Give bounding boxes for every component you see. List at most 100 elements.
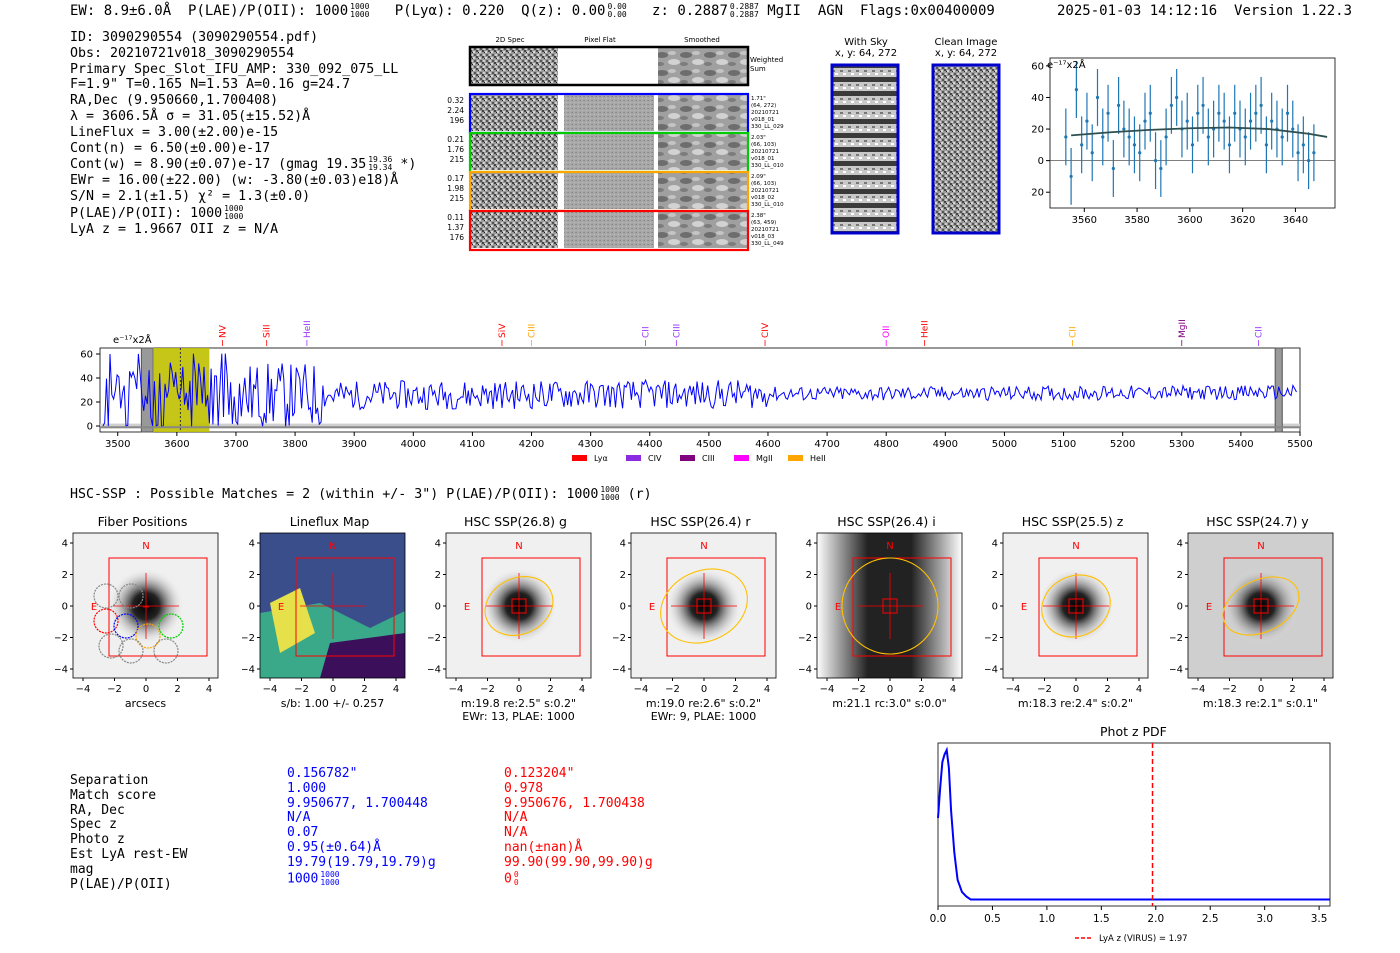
data-point: [1301, 143, 1305, 147]
data-point: [1254, 111, 1258, 115]
fiber-right-label: v018_01: [751, 156, 775, 162]
spectrum-xtick: 3500: [105, 439, 130, 450]
data-point: [1085, 119, 1089, 123]
zoom-ytick: 60: [1031, 61, 1044, 72]
fiber-right-label: 2.09": [751, 174, 766, 180]
data-point: [1280, 135, 1284, 139]
fiber-right-label: (64, 272): [751, 103, 776, 109]
north-label: N: [1072, 541, 1079, 552]
match-label: P(LAE)/P(OII): [70, 876, 172, 892]
panel-ytick: −2: [799, 633, 812, 644]
spectrum-xtick: 4600: [755, 439, 780, 450]
image-panel: N E 4 2 0 −2 −4 −4 −2 0 2 4: [1170, 532, 1334, 695]
panel-xtick: −2: [1222, 684, 1237, 695]
data-point: [1080, 143, 1084, 147]
photz-xtick: 0.5: [984, 913, 1001, 925]
emission-line-label: MgII: [1178, 319, 1188, 338]
fiber-right-label: v018_03: [751, 234, 775, 240]
panel-title: HSC SSP(26.4) i: [837, 514, 936, 529]
spectrum-ytick: 0: [87, 422, 93, 433]
fiber-left-label: 0.17: [447, 174, 464, 183]
info-primary: Primary Spec_Slot_IFU_AMP: 330_092_075_L…: [70, 61, 399, 77]
east-label: E: [1206, 602, 1212, 613]
data-point: [1175, 95, 1179, 100]
east-label: E: [649, 602, 655, 613]
emission-line-label: SiII: [263, 324, 273, 338]
data-point: [1291, 127, 1295, 131]
panel-ytick: −4: [55, 665, 68, 676]
info-obs: Obs: 20210721v018_3090290554: [70, 45, 295, 61]
data-point: [1164, 135, 1168, 139]
spectrum-xtick: 5500: [1287, 439, 1312, 450]
emission-line-label: CII: [1255, 326, 1265, 338]
clean-title: Clean Image x, y: 64, 272: [934, 37, 998, 59]
spectrum-ytick: 60: [80, 350, 93, 361]
legend-swatch: [788, 455, 803, 461]
panel-xtick: 0: [143, 684, 149, 695]
match-value: N/A: [287, 810, 311, 826]
data-point: [1090, 151, 1094, 155]
panel-title: HSC SSP(24.7) y: [1206, 514, 1309, 529]
panel-title: Fiber Positions: [97, 514, 188, 529]
fiber-circle: [98, 633, 124, 659]
north-label: N: [515, 541, 522, 552]
panel-title: Lineflux Map: [289, 514, 370, 529]
panel-xtick: 0: [330, 684, 336, 695]
panel-xtick: 0: [887, 684, 893, 695]
spectrum-ytick: 40: [80, 374, 93, 385]
data-point: [1101, 135, 1105, 139]
image-panel: N E 4 2 0 −2 −4 −4 −2 0 2 4: [799, 532, 963, 695]
legend-swatch: [572, 455, 587, 461]
legend-swatch: [734, 455, 749, 461]
emission-line-label: CII: [642, 326, 652, 338]
emission-line-label: CIII: [528, 324, 538, 338]
fiber-left-label: 0.32: [447, 96, 464, 105]
panel-xtick: 0: [1258, 684, 1264, 695]
panel-ytick: 2: [435, 570, 441, 581]
panel-ytick: 0: [1177, 602, 1183, 613]
flux-trace: [102, 353, 1297, 428]
zoom-xtick: 3560: [1072, 215, 1097, 226]
east-label: E: [464, 602, 470, 613]
fiber-pixelflat: [564, 212, 654, 248]
match-label: Spec z: [70, 817, 117, 833]
spectrum-xtick: 3800: [282, 439, 307, 450]
data-point: [1132, 143, 1137, 147]
spectrum-xtick: 3600: [164, 439, 189, 450]
data-point: [1153, 159, 1158, 163]
photz-xtick: 2.0: [1147, 913, 1164, 925]
panel-xtick: −4: [263, 684, 278, 695]
fiber-smoothed: [658, 212, 748, 248]
panel-ytick: 0: [620, 602, 626, 613]
info-sn: S/N = 2.1(±1.5) χ² = 1.3(±0.0): [70, 188, 311, 204]
photz-frame: [937, 742, 1331, 907]
panel-caption: s/b: 1.00 +/- 0.257: [280, 697, 385, 710]
fiber-right-label: v018_01: [751, 117, 775, 123]
panel-xtick: 2: [1289, 684, 1295, 695]
legend-label: CIV: [648, 454, 662, 463]
data-point: [1196, 111, 1200, 115]
panel-xtick: 0: [701, 684, 707, 695]
ellipse-fit: [1041, 574, 1111, 638]
fiber-row-box: [468, 209, 750, 252]
data-point: [1064, 135, 1068, 139]
panel-ytick: 0: [249, 602, 255, 613]
panel-xtick: −4: [1191, 684, 1206, 695]
match-col2: 0.123204" 0.978 9.950676, 1.700438 N/A N/A na…: [504, 766, 653, 887]
photz-xtick: 3.0: [1256, 913, 1273, 925]
header-agn: AGN: [817, 3, 844, 19]
panel-caption: m:18.3 re:2.1" s:0.1": [1202, 697, 1319, 710]
spectrum-xtick: 3700: [223, 439, 248, 450]
header-flags: Flags:0x00400009: [859, 3, 995, 19]
photz-legend-label: LyA z (VIRUS) = 1.97: [1099, 934, 1188, 944]
fiber-right-label: (66, 103): [751, 142, 776, 148]
fiber-right-label: 330_LL_029: [751, 124, 784, 130]
fiber-left-label: 215: [450, 155, 465, 164]
panel-xtick: −2: [665, 684, 680, 695]
emission-line-label: CIV: [761, 322, 771, 338]
fiber-right-label: 330_LL_010: [751, 163, 784, 169]
match-value: 0.978: [504, 780, 544, 796]
fiber-left-label: 176: [450, 233, 465, 242]
fiber-circle: [118, 638, 144, 664]
info-lya: LyA z = 1.9667 OII z = N/A: [70, 221, 279, 237]
